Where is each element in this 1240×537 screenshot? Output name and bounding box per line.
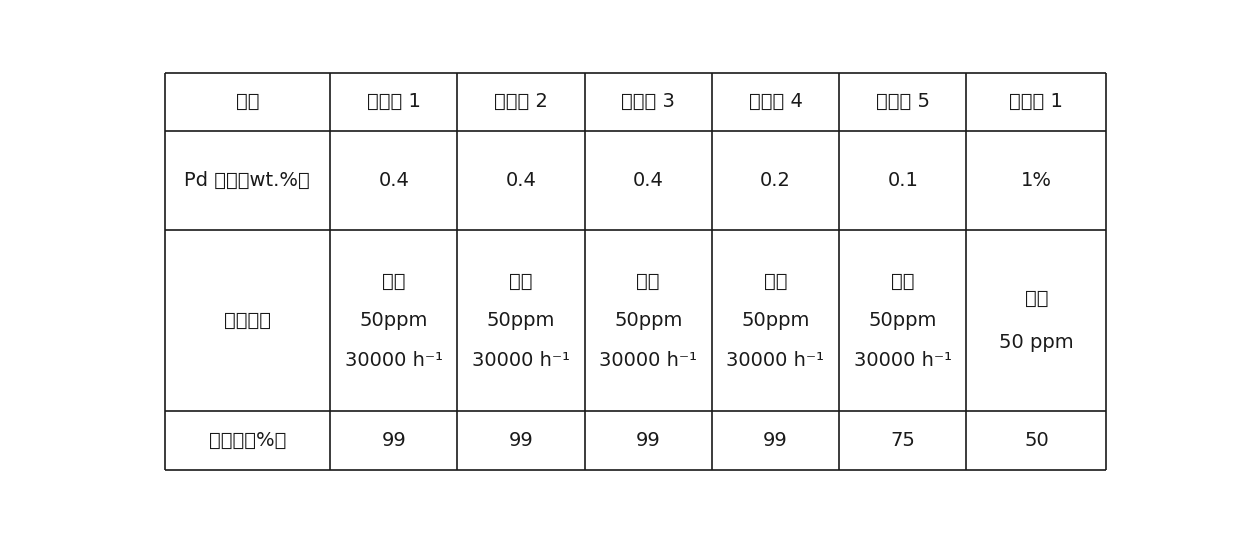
Text: 30000 h⁻¹: 30000 h⁻¹: [345, 351, 443, 370]
Text: Pd 含量（wt.%）: Pd 含量（wt.%）: [185, 171, 310, 190]
Text: 实施例 4: 实施例 4: [749, 92, 802, 111]
Text: 样品: 样品: [236, 92, 259, 111]
Text: 50ppm: 50ppm: [487, 311, 556, 330]
Text: 室温: 室温: [510, 272, 533, 291]
Text: 室温: 室温: [636, 272, 660, 291]
Text: 99: 99: [508, 431, 533, 450]
Text: 室温: 室温: [382, 272, 405, 291]
Text: 99: 99: [636, 431, 661, 450]
Text: 对比例 1: 对比例 1: [1009, 92, 1064, 111]
Text: 30000 h⁻¹: 30000 h⁻¹: [854, 351, 952, 370]
Text: 室温: 室温: [892, 272, 915, 291]
Text: 50ppm: 50ppm: [742, 311, 810, 330]
Text: 实施例 3: 实施例 3: [621, 92, 675, 111]
Text: 75: 75: [890, 431, 915, 450]
Text: 转化率（%）: 转化率（%）: [208, 431, 286, 450]
Text: 室温: 室温: [764, 272, 787, 291]
Text: 50ppm: 50ppm: [868, 311, 937, 330]
Text: 0.4: 0.4: [632, 171, 663, 190]
Text: 实施例 1: 实施例 1: [367, 92, 420, 111]
Text: 0.4: 0.4: [506, 171, 537, 190]
Text: 0.2: 0.2: [760, 171, 791, 190]
Text: 室温: 室温: [1024, 289, 1048, 308]
Text: 50ppm: 50ppm: [614, 311, 682, 330]
Text: 30000 h⁻¹: 30000 h⁻¹: [599, 351, 697, 370]
Text: 50 ppm: 50 ppm: [999, 333, 1074, 352]
Text: 30000 h⁻¹: 30000 h⁻¹: [727, 351, 825, 370]
Text: 30000 h⁻¹: 30000 h⁻¹: [472, 351, 570, 370]
Text: 50: 50: [1024, 431, 1049, 450]
Text: 99: 99: [382, 431, 405, 450]
Text: 50ppm: 50ppm: [360, 311, 428, 330]
Text: 1%: 1%: [1021, 171, 1052, 190]
Text: 99: 99: [763, 431, 787, 450]
Text: 实施例 5: 实施例 5: [875, 92, 930, 111]
Text: 0.1: 0.1: [888, 171, 918, 190]
Text: 实施例 2: 实施例 2: [494, 92, 548, 111]
Text: 反应条件: 反应条件: [224, 311, 270, 330]
Text: 0.4: 0.4: [378, 171, 409, 190]
